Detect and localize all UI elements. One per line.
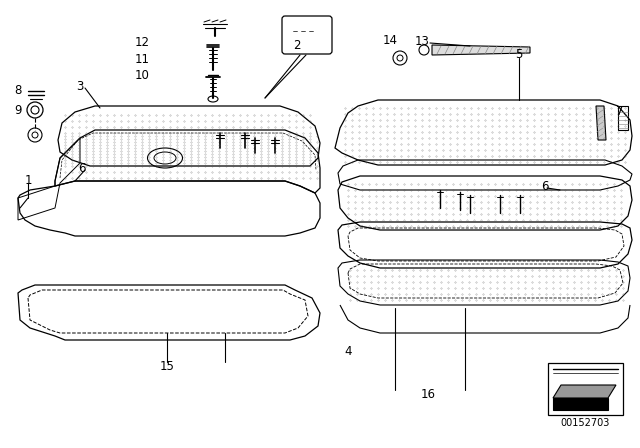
Text: 11: 11 [134, 52, 150, 65]
Text: 3: 3 [76, 79, 84, 92]
Text: 6: 6 [541, 180, 548, 193]
Text: 00152703: 00152703 [560, 418, 610, 428]
Text: 6: 6 [78, 161, 86, 175]
Text: 13: 13 [415, 34, 429, 47]
Text: 9: 9 [14, 103, 22, 116]
Polygon shape [553, 385, 616, 398]
Text: 16: 16 [420, 388, 435, 401]
Text: 2: 2 [293, 39, 301, 52]
Text: 12: 12 [134, 35, 150, 48]
Text: 7: 7 [616, 104, 624, 117]
Polygon shape [432, 45, 530, 55]
Text: 8: 8 [14, 83, 22, 96]
FancyBboxPatch shape [282, 16, 332, 54]
Polygon shape [596, 106, 606, 140]
Text: 14: 14 [383, 34, 397, 47]
Text: 10: 10 [134, 69, 149, 82]
Text: 15: 15 [159, 359, 175, 372]
Bar [553, 398, 608, 410]
Bar [548, 363, 623, 415]
Text: 5: 5 [515, 47, 523, 60]
Text: 4: 4 [344, 345, 352, 358]
Text: 1: 1 [24, 173, 32, 186]
